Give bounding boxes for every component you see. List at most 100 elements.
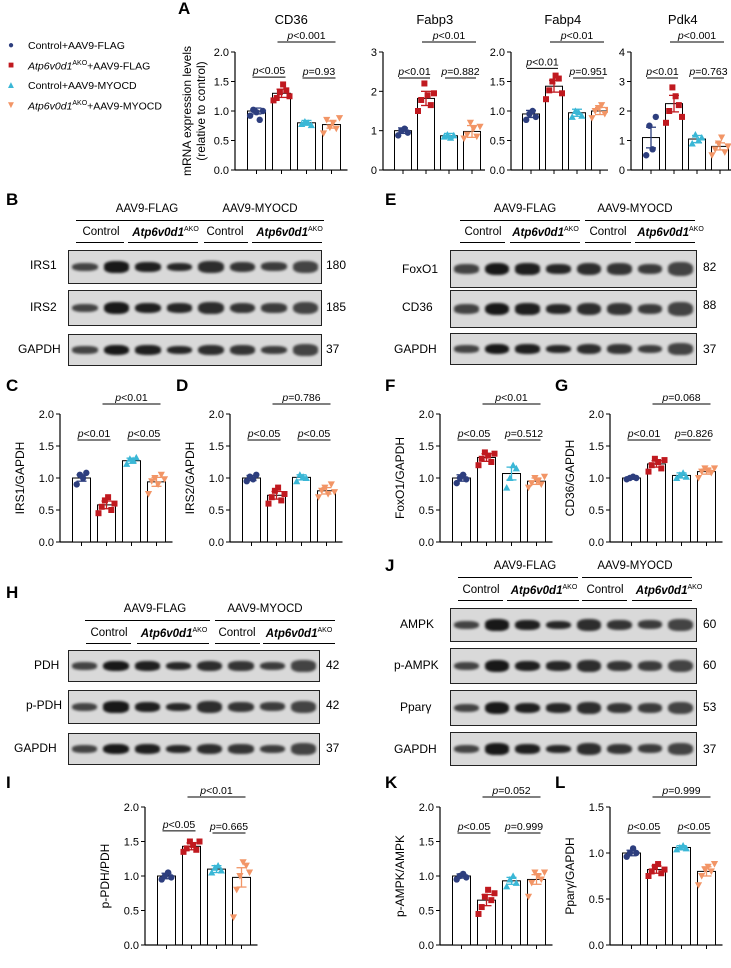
p-value-label: p<0.01	[525, 56, 559, 68]
p-symbol: p	[627, 428, 634, 440]
p-value-text: =0.052	[498, 785, 531, 797]
y-tick-label: 0	[619, 165, 625, 177]
data-point-triangle	[129, 456, 137, 464]
data-point-circle	[404, 129, 411, 136]
blot-band	[166, 303, 192, 313]
bar	[502, 880, 521, 946]
p-value-text: <0.05	[304, 428, 331, 440]
blot-band	[198, 344, 224, 356]
data-point-triangle-down	[466, 119, 474, 127]
p-symbol: p	[281, 392, 288, 404]
blot-band	[72, 702, 98, 712]
data-point-triangle-down	[319, 130, 328, 138]
header-underline	[128, 242, 198, 243]
blot-label: GAPDH	[394, 742, 437, 756]
blot-band	[545, 620, 571, 630]
triangle-down-marker-icon: ▼	[6, 100, 16, 112]
y-tick-label: 1.0	[39, 473, 54, 485]
data-point-triangle	[123, 460, 131, 467]
data-point-square	[666, 108, 673, 114]
p-symbol: p	[491, 785, 498, 797]
header-control: Control	[462, 584, 500, 596]
data-point-triangle-down	[528, 480, 536, 487]
header-flag: AAV9-FLAG	[123, 603, 187, 615]
p-value-text: <0.01	[84, 428, 111, 440]
header-underline	[458, 600, 503, 601]
p-value-label: p=0.882	[440, 66, 479, 78]
blot-strip-pampk	[450, 648, 697, 684]
chart-cd36-mrna: CD36 0.0 0.5 1.0 1.5 2.0 mRNA expression level…	[180, 12, 348, 177]
data-point-square	[672, 93, 679, 100]
data-point-square	[424, 92, 431, 99]
blot-band	[228, 661, 254, 671]
data-point-square	[271, 487, 278, 494]
blot-band	[454, 620, 479, 630]
data-point-square	[265, 500, 272, 507]
data-point-triangle	[509, 872, 517, 879]
p-symbol: p	[432, 30, 439, 42]
blot-band	[259, 702, 285, 712]
data-point-triangle-down	[321, 484, 329, 492]
p-symbol: p	[247, 428, 254, 440]
data-point-square	[273, 95, 280, 102]
panel-letter-A: A	[178, 0, 191, 18]
bar	[647, 869, 666, 946]
molecular-weight: 53	[703, 700, 717, 714]
data-point-square	[196, 838, 203, 845]
molecular-weight: 185	[326, 300, 347, 314]
blot-band	[103, 261, 129, 273]
p-symbol: p	[77, 428, 84, 440]
p-value-label: p=0.052	[491, 785, 530, 797]
p-value-text: =0.068	[668, 392, 701, 404]
data-point-square	[98, 503, 105, 510]
blot-band	[484, 262, 510, 276]
p-value-label: p<0.01	[432, 30, 466, 42]
data-point-triangle-down	[540, 473, 549, 481]
p-value-label: p<0.01	[397, 66, 431, 78]
panel-letter-K: K	[385, 773, 398, 792]
y-tick-label: 1.0	[490, 106, 505, 118]
molecular-weight: 37	[703, 342, 717, 356]
data-point-square	[661, 866, 668, 873]
data-point-circle	[646, 122, 653, 129]
y-axis-label-line: CD36/GAPDH	[563, 440, 577, 517]
y-tick-label: 2	[371, 86, 377, 98]
blot-band	[165, 661, 191, 671]
y-axis-label: mRNA expression levels(relative to contr…	[180, 46, 208, 176]
data-point-square	[655, 861, 662, 868]
data-point-square	[186, 838, 193, 845]
p-value-label: p<0.05	[457, 428, 491, 440]
y-axis-label-line: p-PDH/PDH	[98, 844, 112, 909]
data-point-square	[645, 468, 652, 475]
data-point-triangle	[679, 842, 687, 849]
data-point-square	[675, 102, 682, 109]
blot-band	[545, 344, 571, 354]
data-point-circle	[243, 478, 250, 485]
data-point-triangle-down	[724, 143, 731, 150]
data-point-circle	[164, 869, 172, 876]
p-value-label: p<0.05	[457, 821, 491, 833]
p-symbol: p	[199, 785, 206, 797]
data-point-square	[286, 93, 293, 100]
data-point-square	[645, 873, 652, 879]
data-point-square	[105, 494, 112, 501]
y-tick-label: 0.0	[589, 940, 604, 952]
bar	[622, 477, 641, 543]
data-point-triangle-down	[242, 862, 250, 870]
p-symbol: p	[397, 66, 404, 78]
p-symbol: p	[645, 66, 652, 78]
data-point-square	[101, 497, 108, 504]
data-point-triangle-down	[708, 152, 716, 159]
data-point-triangle	[214, 862, 222, 869]
header-underline	[137, 643, 209, 644]
legend-item-1: ● Control+AAV9-FLAG	[4, 40, 125, 52]
p-value-label: p=0.512	[504, 428, 543, 440]
panel-letter-G: G	[555, 376, 569, 395]
data-point-triangle	[578, 112, 586, 119]
p-symbol: p	[677, 821, 684, 833]
bar	[697, 471, 716, 543]
bar	[527, 480, 546, 543]
y-tick-label: 0.5	[419, 505, 434, 517]
y-axis-label-line: (relative to control)	[194, 61, 208, 160]
